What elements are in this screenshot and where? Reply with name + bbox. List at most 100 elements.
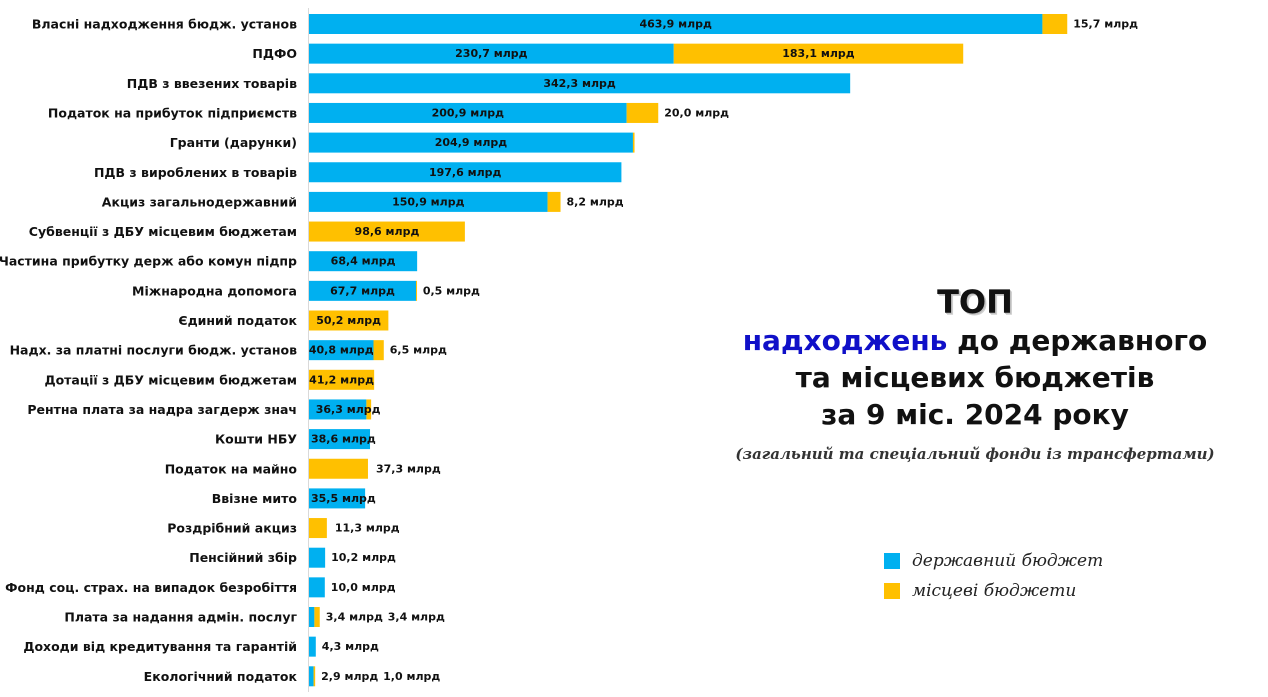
bar-state [309,14,1043,34]
chart-subtitle: (загальний та спеціальний фонди із транс… [735,445,1215,463]
bar-state [309,102,627,123]
data-label-local: 11,3 млрд [335,522,400,535]
bar-state [309,162,622,183]
category-label: Пенсійний збір [189,550,297,565]
category-label: Ввізне мито [212,491,298,506]
bar-state [309,488,366,509]
bar-state [309,429,371,450]
data-label-state: 200,9 млрд [432,106,505,119]
bar-state [309,43,674,64]
data-label-state: 68,4 млрд [331,255,396,268]
bar-state [309,636,316,657]
chart-title-accent: надходжень [742,324,948,357]
data-label-state: 230,7 млрд [455,47,528,60]
chart-title: ТОП [937,283,1013,321]
category-label: Міжнародна допомога [132,283,297,298]
category-label: ПДФО [252,46,297,61]
category-label: Частина прибутку держ або комун підпр [0,254,297,269]
bar-local [673,43,964,64]
bar-state [309,73,851,94]
category-label: Надх. за платні послуги бюдж. установ [10,343,298,358]
data-label-state: 38,6 млрд [311,433,376,446]
data-label-state: 10,0 млрд [331,581,396,594]
category-label: Єдиний податок [178,313,297,328]
category-label: ПДВ з вироблених в товарів [94,165,297,180]
bar-local [314,607,320,627]
bar-state [309,607,315,627]
chart-title-line2-rest: до державного [947,324,1208,357]
category-label: Власні надходження бюдж. установ [32,17,297,32]
category-label: ПДВ з ввезених товарів [127,76,297,91]
category-label: Податок на майно [165,461,298,476]
bar-local [309,310,389,331]
category-label: Плата за надання адмін. послуг [64,610,297,625]
data-label-state: 4,3 млрд [322,640,379,653]
data-label-local: 8,2 млрд [567,195,624,208]
bar-local [313,666,316,687]
data-label-state: 35,5 млрд [311,492,376,505]
category-label: Рентна плата за надра загдерж знач [27,402,297,417]
data-label-state: 150,9 млрд [392,195,465,208]
data-label-local: 0,5 млрд [423,284,480,297]
bar-state [309,191,548,212]
chart-title-line4: за 9 міс. 2024 року [821,398,1129,431]
data-label-state: 67,7 млрд [330,284,395,297]
category-label: Субвенції з ДБУ місцевим бюджетам [29,224,297,239]
data-label-state: 2,9 млрд [321,670,378,683]
data-label-local: 3,4 млрд [388,611,445,624]
bar-local [547,191,561,212]
data-label-state: 342,3 млрд [543,77,616,90]
legend-item-local: місцеві бюджети [884,576,1103,606]
legend-label-local: місцеві бюджети [912,581,1077,601]
legend-item-state: державний бюджет [884,546,1103,576]
data-label-state: 40,8 млрд [309,344,374,357]
chart-title-line3: та місцевих бюджетів [795,361,1155,394]
chart-title-block: ТОП надходжень до державного та місцевих… [710,282,1240,463]
bar-state [309,399,367,420]
bar-state [309,666,314,687]
data-label-state: 36,3 млрд [316,403,381,416]
bar-state [309,132,633,153]
data-label-local: 20,0 млрд [664,106,729,119]
bar-state [309,547,326,568]
data-label-state: 197,6 млрд [429,166,502,179]
category-label: Кошти НБУ [215,432,297,447]
category-label: Фонд соц. страх. на випадок безробіття [5,580,297,595]
bar-local [309,369,375,390]
legend-swatch-state [884,553,900,569]
bar-state [309,577,325,598]
category-label: Доходи від кредитування та гарантій [23,639,297,654]
data-label-local: 41,2 млрд [309,373,374,386]
bar-local [626,102,659,123]
data-label-local: 1,0 млрд [383,670,440,683]
category-label: Екологічний податок [144,669,298,684]
data-label-local: 6,5 млрд [390,344,447,357]
legend-swatch-local [884,583,900,599]
data-label-state: 204,9 млрд [435,136,508,149]
category-label: Гранти (дарунки) [170,135,297,150]
bar-local [366,399,372,420]
data-label-state: 463,9 млрд [639,18,712,31]
legend-label-state: державний бюджет [912,551,1104,571]
legend: державний бюджет місцеві бюджети [884,546,1103,606]
bar-state [309,280,417,301]
bar-state [309,251,418,272]
data-label-local: 15,7 млрд [1073,18,1138,31]
category-label: Акциз загальнодержавний [102,194,297,209]
bar-local [632,132,635,153]
category-label: Роздрібний акциз [167,521,297,536]
bar-local [309,518,327,539]
data-label-local: 183,1 млрд [782,47,855,60]
chart-title-line2: надходжень до державного [710,322,1240,359]
category-label: Податок на прибуток підприємств [48,105,297,120]
bar-local [309,458,368,479]
bar-local [1042,14,1068,34]
bar-state [309,340,374,361]
category-label: Дотації з ДБУ місцевим бюджетам [44,372,297,387]
bar-local [309,221,465,242]
bar-local [416,280,418,301]
data-label-state: 3,4 млрд [326,611,383,624]
data-label-local: 37,3 млрд [376,462,441,475]
data-label-local: 98,6 млрд [355,225,420,238]
